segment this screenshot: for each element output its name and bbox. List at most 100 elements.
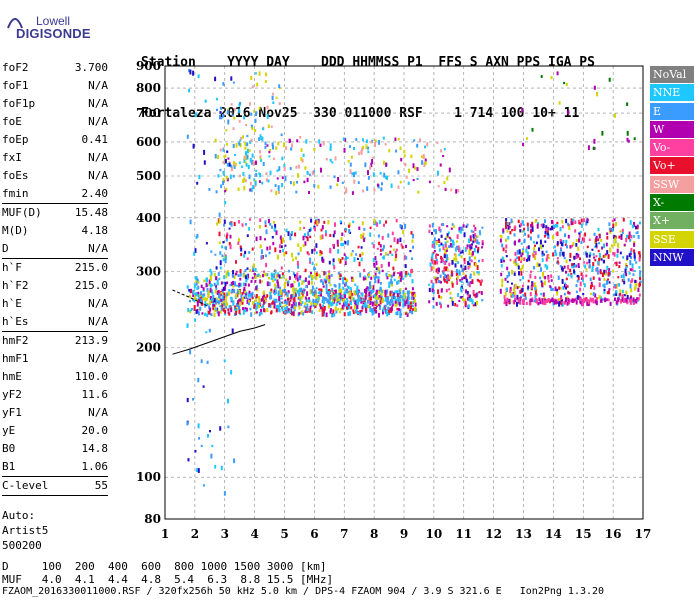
- echo-point: [304, 268, 307, 273]
- echo-point: [310, 281, 313, 285]
- echo-point: [421, 155, 423, 159]
- echo-point: [374, 276, 376, 281]
- echo-point: [244, 250, 247, 255]
- echo-point: [520, 254, 523, 258]
- echo-point: [580, 240, 583, 244]
- echo-point: [533, 241, 535, 244]
- echo-point: [632, 300, 635, 305]
- echo-point: [417, 190, 420, 194]
- echo-point: [531, 227, 534, 232]
- echo-point: [409, 311, 412, 314]
- echo-point: [222, 161, 225, 164]
- echo-point: [208, 310, 210, 315]
- echo-point: [337, 177, 340, 182]
- echo-point: [577, 253, 580, 258]
- echo-point: [192, 289, 195, 295]
- param-value: 215.0: [74, 279, 108, 292]
- echo-point: [329, 301, 332, 307]
- echo-point: [272, 241, 275, 246]
- echo-point: [272, 157, 275, 161]
- echo-point: [230, 164, 233, 168]
- echo-point: [302, 295, 305, 298]
- echo-point: [322, 304, 325, 308]
- echo-point: [257, 273, 260, 277]
- echo-point: [221, 245, 224, 249]
- echo-point: [446, 276, 449, 280]
- echo-point: [367, 170, 369, 175]
- echo-point: [440, 255, 443, 260]
- echo-point: [290, 233, 293, 236]
- echo-point: [303, 279, 306, 283]
- echo-point: [617, 297, 620, 302]
- echo-point: [290, 147, 293, 151]
- echo-point: [444, 243, 447, 248]
- echo-point: [631, 224, 634, 229]
- echo-point: [295, 190, 298, 194]
- echo-point: [188, 88, 191, 93]
- echo-point: [422, 154, 425, 159]
- echo-point: [595, 237, 598, 243]
- echo-point: [611, 228, 614, 233]
- echo-point: [403, 154, 406, 158]
- echo-point: [313, 266, 316, 271]
- echo-point: [286, 308, 289, 314]
- echo-point: [504, 277, 507, 281]
- echo-point: [452, 241, 455, 246]
- echo-point: [431, 288, 434, 293]
- echo-point: [241, 165, 244, 168]
- echo-point: [322, 140, 325, 146]
- echo-point: [554, 249, 557, 254]
- param-value: N/A: [88, 151, 108, 164]
- echo-point: [250, 138, 253, 143]
- echo-point: [472, 230, 475, 234]
- echo-point: [379, 171, 382, 175]
- echo-point: [304, 241, 307, 246]
- echo-point: [335, 297, 338, 302]
- echo-point: [268, 282, 271, 286]
- echo-point: [369, 165, 372, 170]
- echo-point: [349, 287, 352, 291]
- param-row: hmF2 213.9: [0, 332, 110, 350]
- echo-point: [580, 300, 583, 304]
- echo-point: [392, 248, 395, 251]
- echo-point: [350, 276, 353, 279]
- echo-point: [325, 283, 328, 289]
- echo-point: [238, 306, 240, 310]
- echo-point: [340, 242, 343, 247]
- echo-point: [471, 299, 474, 305]
- echo-point: [207, 294, 210, 299]
- param-row: hmF1 N/A: [0, 350, 110, 368]
- echo-point: [196, 301, 199, 307]
- echo-point: [215, 284, 217, 288]
- param-row: fxI N/A: [0, 149, 110, 167]
- echo-point: [186, 323, 189, 329]
- echo-point: [520, 242, 523, 245]
- echo-point: [381, 182, 383, 186]
- echo-point: [369, 306, 372, 310]
- echo-point: [547, 226, 550, 231]
- echo-point: [592, 276, 595, 280]
- echo-point: [213, 309, 216, 312]
- echo-point: [332, 233, 335, 238]
- echo-point: [264, 254, 267, 258]
- echo-point: [508, 300, 511, 305]
- echo-point: [347, 286, 350, 290]
- echo-point: [331, 313, 334, 318]
- echo-point: [353, 146, 355, 151]
- echo-point: [319, 253, 322, 257]
- echo-point: [204, 99, 207, 103]
- echo-point: [446, 225, 449, 228]
- echo-point: [401, 245, 404, 249]
- echo-point: [473, 271, 476, 276]
- echo-point: [377, 183, 379, 187]
- echo-point: [332, 298, 334, 303]
- echo-point: [541, 298, 544, 301]
- echo-point: [323, 271, 326, 276]
- echo-point: [585, 220, 588, 226]
- x-tick-label: 6: [310, 527, 318, 541]
- echo-point: [469, 238, 472, 242]
- echo-point: [561, 267, 564, 272]
- legend-item-nne: NNE: [650, 84, 694, 102]
- echo-point: [329, 185, 332, 189]
- echo-point: [412, 245, 414, 249]
